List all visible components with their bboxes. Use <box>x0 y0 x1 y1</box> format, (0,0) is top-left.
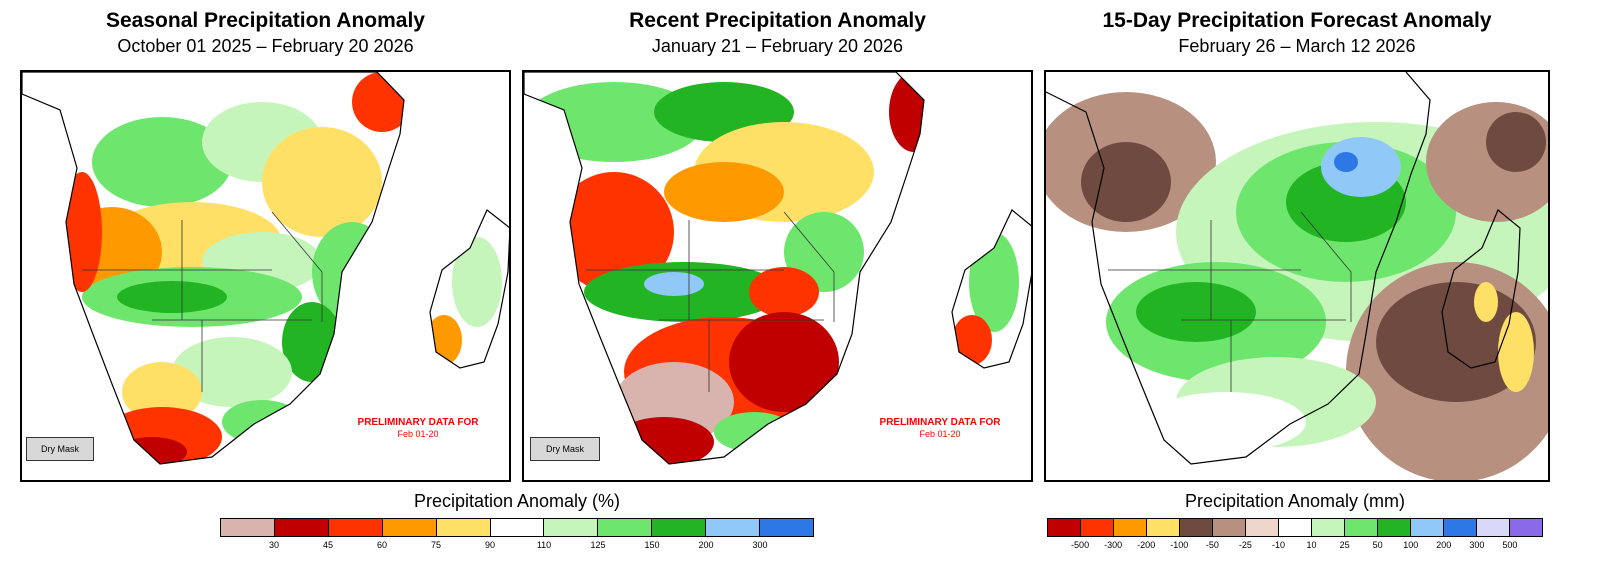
recent-anomaly-map: Dry Mask PRELIMINARY DATA FOR Feb 01-20 <box>522 70 1033 482</box>
colorbar-swatch <box>274 519 329 536</box>
colorbar-swatch <box>1246 519 1279 536</box>
colorbar-swatch <box>760 519 813 536</box>
mm-colorbar <box>1047 518 1543 537</box>
panel-title: 15-Day Precipitation Forecast Anomaly <box>1102 9 1492 32</box>
panel-title: Recent Precipitation Anomaly <box>629 9 926 32</box>
colorbar-tick-label: -300 <box>1104 540 1123 550</box>
seasonal-anomaly-map: Dry Mask PRELIMINARY DATA FOR Feb 01-20 <box>20 70 511 482</box>
panel-title: Seasonal Precipitation Anomaly <box>106 9 425 32</box>
map-graphic <box>524 72 1031 465</box>
colorbar-tick-label: 60 <box>376 540 388 550</box>
colorbar-swatch <box>1081 519 1114 536</box>
colorbar-tick-label: 50 <box>1372 540 1383 550</box>
colorbar-swatch <box>1378 519 1411 536</box>
colorbar-swatch <box>1312 519 1345 536</box>
colorbar-tick-label: 30 <box>268 540 280 550</box>
colorbar-swatch <box>382 519 437 536</box>
colorbar-tick-label: 25 <box>1339 540 1350 550</box>
dry-mask-legend: Dry Mask <box>26 437 94 461</box>
colorbar-swatch <box>328 519 383 536</box>
panel-2-header: Recent Precipitation Anomaly January 21 … <box>522 8 1033 58</box>
colorbar-tick-label: 110 <box>536 540 552 550</box>
colorbar-tick-label: 10 <box>1306 540 1317 550</box>
colorbar-tick-label: -100 <box>1170 540 1189 550</box>
panel-subtitle: January 21 – February 20 2026 <box>651 36 904 56</box>
colorbar-swatch <box>1213 519 1246 536</box>
panel-subtitle: February 26 – March 12 2026 <box>1178 36 1416 56</box>
map-graphic <box>1046 72 1548 480</box>
map-graphic <box>22 72 509 465</box>
colorbar-swatch <box>544 519 599 536</box>
colorbar-swatch <box>652 519 707 536</box>
colorbar-tick-label: 300 <box>752 540 768 550</box>
colorbar-tick-label: 500 <box>1502 540 1518 550</box>
colorbar-tick-label: -500 <box>1071 540 1090 550</box>
colorbar-swatch <box>1444 519 1477 536</box>
panel-3-header: 15-Day Precipitation Forecast Anomaly Fe… <box>1044 8 1550 58</box>
colorbar-swatch <box>1048 519 1081 536</box>
preliminary-data-note: PRELIMINARY DATA FOR Feb 01-20 <box>860 417 1020 440</box>
colorbar-swatch <box>1147 519 1180 536</box>
panel-1-header: Seasonal Precipitation Anomaly October 0… <box>20 8 511 58</box>
mm-legend-title: Precipitation Anomaly (mm) <box>1184 491 1406 511</box>
colorbar-swatch <box>436 519 491 536</box>
colorbar-swatch <box>598 519 653 536</box>
colorbar-swatch <box>1477 519 1510 536</box>
colorbar-tick-label: 150 <box>644 540 660 550</box>
colorbar-tick-label: 200 <box>1436 540 1452 550</box>
colorbar-swatch <box>1345 519 1378 536</box>
dry-mask-legend: Dry Mask <box>530 437 600 461</box>
colorbar-swatch <box>1114 519 1147 536</box>
prelim-line-1: PRELIMINARY DATA FOR <box>879 417 1001 428</box>
prelim-line-2: Feb 01-20 <box>397 429 439 439</box>
preliminary-data-note: PRELIMINARY DATA FOR Feb 01-20 <box>338 417 498 440</box>
colorbar-swatch <box>1411 519 1444 536</box>
colorbar-tick-label: -10 <box>1271 540 1285 550</box>
colorbar-tick-label: 75 <box>430 540 442 550</box>
colorbar-swatch <box>1279 519 1312 536</box>
colorbar-tick-label: 100 <box>1403 540 1419 550</box>
colorbar-tick-label: 45 <box>322 540 334 550</box>
colorbar-swatch <box>706 519 761 536</box>
prelim-line-1: PRELIMINARY DATA FOR <box>357 417 479 428</box>
colorbar-swatch <box>1510 519 1542 536</box>
colorbar-tick-label: 300 <box>1469 540 1485 550</box>
colorbar-tick-label: -200 <box>1137 540 1156 550</box>
forecast-anomaly-map <box>1044 70 1550 482</box>
colorbar-swatch <box>1180 519 1213 536</box>
colorbar-tick-label: 125 <box>590 540 606 550</box>
percent-colorbar <box>220 518 814 537</box>
colorbar-swatch <box>490 519 545 536</box>
colorbar-tick-label: -50 <box>1205 540 1219 550</box>
colorbar-swatch <box>221 519 275 536</box>
colorbar-tick-label: -25 <box>1238 540 1252 550</box>
prelim-line-2: Feb 01-20 <box>919 429 961 439</box>
percent-legend-title: Precipitation Anomaly (%) <box>413 491 621 511</box>
panel-subtitle: October 01 2025 – February 20 2026 <box>117 36 414 56</box>
colorbar-tick-label: 200 <box>698 540 714 550</box>
colorbar-tick-label: 90 <box>484 540 496 550</box>
